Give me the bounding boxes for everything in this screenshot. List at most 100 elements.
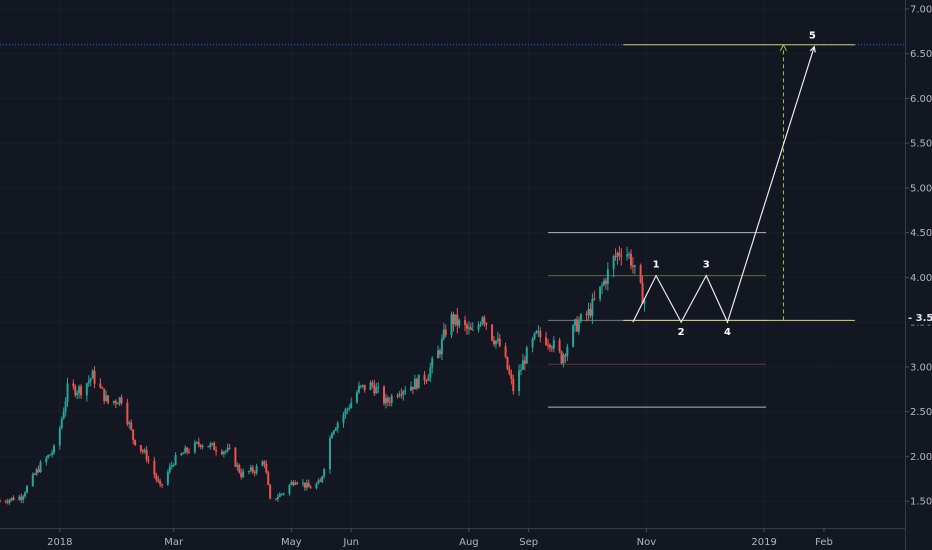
candle-body-112 xyxy=(303,482,306,488)
x-axis[interactable]: 2018 Mar May Jun Aug Sep Nov 2019 Feb xyxy=(47,528,833,548)
candle-body-209 xyxy=(564,354,567,357)
candle-227 xyxy=(614,248,617,261)
candle-body-79 xyxy=(213,443,216,451)
candle-body-113 xyxy=(305,482,308,488)
candle-body-190 xyxy=(512,378,515,392)
candle-body-226 xyxy=(612,255,615,270)
candle-147 xyxy=(398,391,401,398)
candle-body-0 xyxy=(0,501,1,503)
candle-body-145 xyxy=(390,395,393,403)
candle-body-128 xyxy=(346,408,349,410)
candle-body-24 xyxy=(64,401,67,412)
wave-labels: 1 2 3 4 5 xyxy=(653,31,816,339)
candle-body-225 xyxy=(606,269,609,284)
candle-79 xyxy=(213,441,216,451)
candle-body-202 xyxy=(547,344,550,346)
candle-162 xyxy=(438,348,441,358)
candle-176 xyxy=(477,321,480,333)
candle-82 xyxy=(222,450,225,458)
candle-63 xyxy=(170,461,173,470)
candle-body-22 xyxy=(60,418,63,429)
candle-body-23 xyxy=(62,411,65,419)
candle-body-188 xyxy=(508,369,511,375)
candle-131 xyxy=(355,389,358,404)
candle-160 xyxy=(431,356,434,374)
candle-body-223 xyxy=(602,280,605,285)
candle-80 xyxy=(215,446,218,456)
candle-40 xyxy=(107,395,110,405)
candle-32 xyxy=(87,375,90,388)
y-axis[interactable]: 1.502.002.503.003.504.004.505.005.506.00… xyxy=(905,4,932,508)
candle-106 xyxy=(288,484,291,496)
candle-body-82 xyxy=(222,451,225,455)
candle-body-132 xyxy=(357,385,360,393)
candle-145 xyxy=(390,393,393,407)
candle-body-38 xyxy=(103,388,106,402)
candle-99 xyxy=(267,470,270,486)
candle-body-34 xyxy=(91,370,94,379)
candle-105 xyxy=(282,492,285,496)
candle-93 xyxy=(251,465,254,475)
candle-41 xyxy=(112,400,115,405)
candle-body-233 xyxy=(629,253,632,266)
candle-body-19 xyxy=(51,452,54,455)
candle-body-117 xyxy=(317,480,320,484)
candle-140 xyxy=(377,381,380,394)
candle-body-107 xyxy=(290,482,293,485)
candle-228 xyxy=(616,251,619,265)
candle-body-80 xyxy=(215,450,218,452)
candle-body-215 xyxy=(579,314,582,322)
wave-label-2: 2 xyxy=(678,327,685,338)
candle-13 xyxy=(35,467,38,476)
candle-36 xyxy=(99,378,102,389)
candle-body-101 xyxy=(274,498,277,500)
candle-190 xyxy=(512,374,515,395)
candle-body-205 xyxy=(552,340,555,349)
candle-body-44 xyxy=(118,397,121,404)
candle-body-14 xyxy=(37,469,40,472)
candle-49 xyxy=(132,429,135,445)
candle-body-177 xyxy=(479,324,482,326)
candle-216 xyxy=(585,310,588,322)
candle-127 xyxy=(344,407,347,419)
candle-237 xyxy=(641,275,644,304)
candle-body-187 xyxy=(506,356,509,370)
candle-219 xyxy=(591,293,594,325)
candle-78 xyxy=(211,442,214,446)
candle-142 xyxy=(384,393,387,409)
candle-128 xyxy=(346,407,349,415)
candle-body-131 xyxy=(355,392,358,403)
candle-155 xyxy=(417,374,420,389)
candle-224 xyxy=(604,278,607,290)
candle-124 xyxy=(334,426,337,432)
candle-body-175 xyxy=(471,329,474,331)
candle-body-60 xyxy=(161,484,164,486)
candle-66 xyxy=(180,452,183,456)
candle-195 xyxy=(525,345,528,364)
last-price-badge-bg xyxy=(906,310,932,325)
candle-134 xyxy=(361,384,364,389)
candle-16 xyxy=(45,455,48,466)
candle-body-135 xyxy=(363,384,366,391)
candle-body-164 xyxy=(442,329,445,339)
candle-body-35 xyxy=(93,370,96,384)
candle-body-102 xyxy=(276,497,279,500)
candle-body-99 xyxy=(267,472,270,486)
candle-53 xyxy=(143,447,146,454)
candle-103 xyxy=(278,492,281,498)
candle-body-213 xyxy=(575,319,578,332)
candle-210 xyxy=(566,343,569,361)
candle-11 xyxy=(31,472,34,487)
candle-body-219 xyxy=(591,298,594,317)
candle-6 xyxy=(18,494,21,501)
candle-body-98 xyxy=(265,464,268,473)
candle-21 xyxy=(58,425,61,450)
projection-arrow-head xyxy=(809,45,816,53)
candle-body-36 xyxy=(99,383,102,388)
candle-174 xyxy=(469,322,472,331)
candle-146 xyxy=(396,393,399,399)
candle-139 xyxy=(375,382,378,394)
candle-217 xyxy=(587,302,590,321)
candle-body-193 xyxy=(521,360,524,370)
